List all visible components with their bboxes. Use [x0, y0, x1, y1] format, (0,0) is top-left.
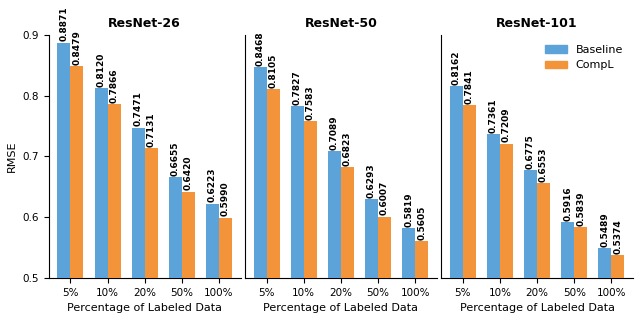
Legend: Baseline, CompL: Baseline, CompL — [540, 40, 627, 75]
Bar — [70, 67, 83, 320]
Bar — [304, 121, 317, 320]
Bar — [415, 241, 428, 320]
Text: 0.8120: 0.8120 — [97, 53, 106, 87]
Text: 0.6823: 0.6823 — [343, 131, 352, 166]
Bar — [328, 151, 341, 320]
Bar — [500, 144, 513, 320]
Bar — [463, 105, 476, 320]
Bar — [365, 199, 378, 320]
Text: 0.6420: 0.6420 — [184, 156, 193, 190]
Bar — [58, 43, 70, 320]
Text: 0.6655: 0.6655 — [171, 141, 180, 176]
Bar — [145, 148, 157, 320]
Text: 0.6223: 0.6223 — [208, 168, 217, 202]
Bar — [402, 228, 415, 320]
Bar — [598, 248, 611, 320]
Text: 0.6293: 0.6293 — [367, 164, 376, 198]
Title: ResNet-50: ResNet-50 — [305, 17, 378, 29]
Text: 0.7131: 0.7131 — [147, 113, 156, 147]
Text: 0.7866: 0.7866 — [109, 68, 118, 102]
Text: 0.7089: 0.7089 — [330, 115, 339, 150]
Text: 0.7827: 0.7827 — [292, 70, 301, 105]
Text: 0.7209: 0.7209 — [502, 108, 511, 142]
Title: ResNet-26: ResNet-26 — [108, 17, 181, 29]
Bar — [169, 177, 182, 320]
Text: 0.6553: 0.6553 — [539, 148, 548, 182]
X-axis label: Percentage of Labeled Data: Percentage of Labeled Data — [67, 303, 222, 313]
Text: 0.8479: 0.8479 — [72, 30, 81, 65]
Bar — [487, 134, 500, 320]
Y-axis label: RMSE: RMSE — [7, 140, 17, 172]
Bar — [95, 88, 108, 320]
Text: 0.5489: 0.5489 — [600, 212, 609, 247]
Text: 0.8162: 0.8162 — [452, 50, 461, 84]
Text: 0.7841: 0.7841 — [465, 69, 474, 104]
Text: 0.7583: 0.7583 — [306, 85, 315, 120]
Bar — [378, 217, 391, 320]
Bar — [574, 227, 587, 320]
Bar — [108, 104, 120, 320]
Bar — [206, 204, 219, 320]
Text: 0.8468: 0.8468 — [255, 31, 264, 66]
Text: 0.7361: 0.7361 — [489, 99, 498, 133]
Bar — [182, 192, 195, 320]
X-axis label: Percentage of Labeled Data: Percentage of Labeled Data — [460, 303, 614, 313]
Bar — [132, 128, 145, 320]
Text: 0.8871: 0.8871 — [60, 7, 68, 42]
Bar — [267, 89, 280, 320]
Text: 0.7471: 0.7471 — [134, 92, 143, 126]
X-axis label: Percentage of Labeled Data: Percentage of Labeled Data — [264, 303, 419, 313]
Bar — [524, 170, 537, 320]
Bar — [253, 67, 267, 320]
Bar — [341, 167, 354, 320]
Text: 0.5916: 0.5916 — [563, 186, 572, 221]
Text: 0.5839: 0.5839 — [576, 191, 585, 226]
Bar — [537, 183, 550, 320]
Bar — [450, 86, 463, 320]
Text: 0.5990: 0.5990 — [221, 182, 230, 216]
Text: 0.5374: 0.5374 — [613, 219, 622, 254]
Bar — [219, 218, 232, 320]
Bar — [611, 255, 625, 320]
Bar — [561, 222, 574, 320]
Text: 0.6007: 0.6007 — [380, 181, 389, 215]
Text: 0.5605: 0.5605 — [417, 205, 426, 240]
Bar — [291, 106, 304, 320]
Title: ResNet-101: ResNet-101 — [496, 17, 578, 29]
Text: 0.5819: 0.5819 — [404, 192, 413, 227]
Text: 0.8105: 0.8105 — [269, 54, 278, 88]
Text: 0.6775: 0.6775 — [526, 134, 535, 169]
